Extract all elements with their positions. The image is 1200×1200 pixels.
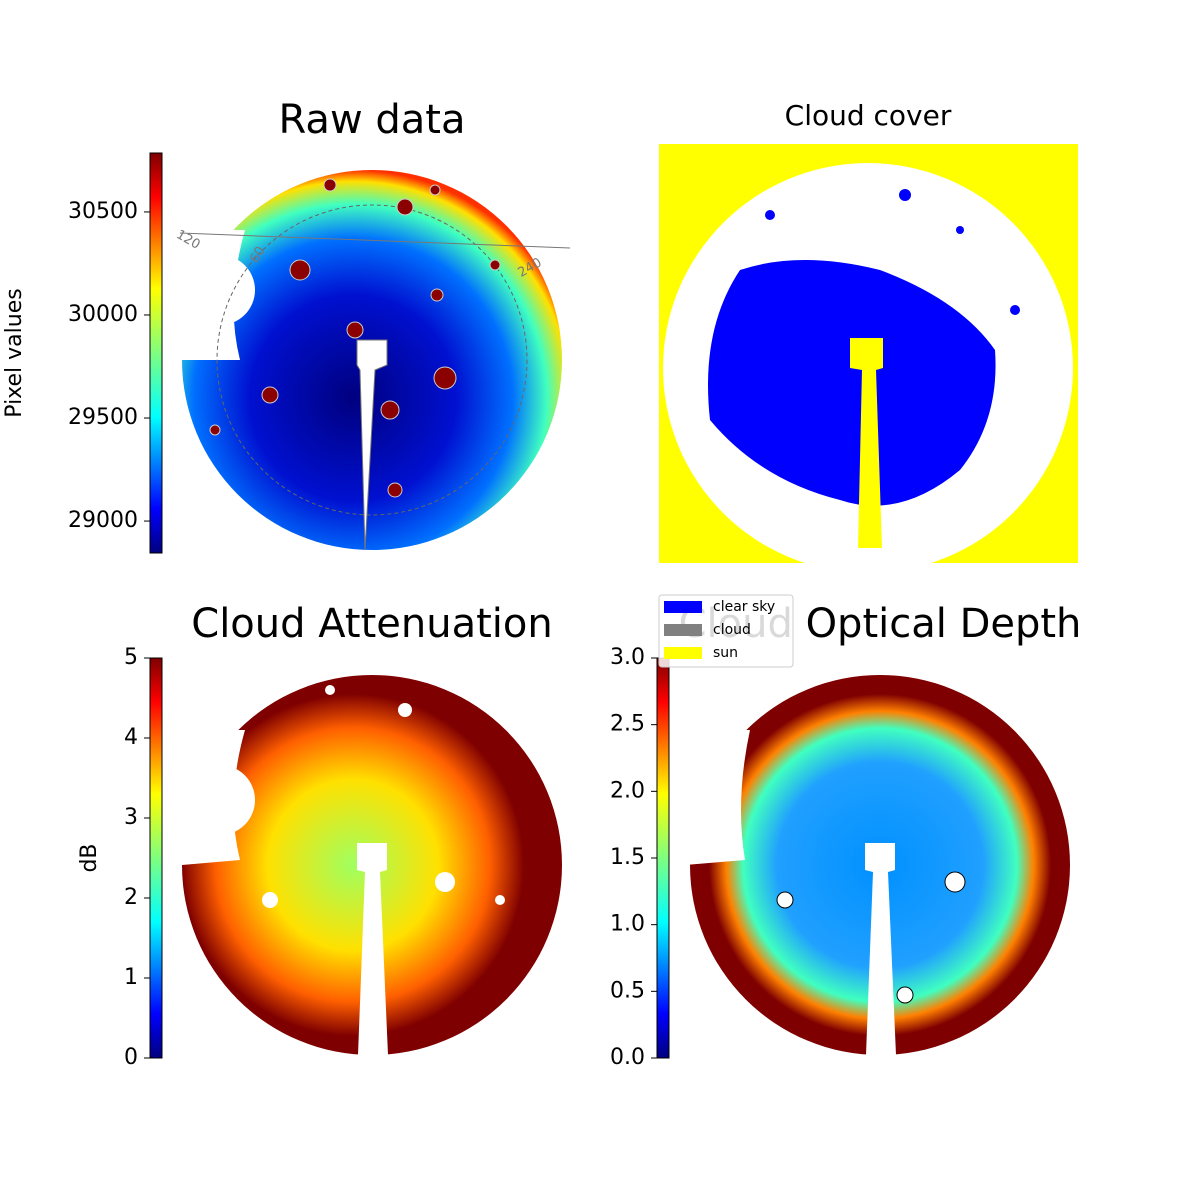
colorbar-label: dB xyxy=(77,843,102,872)
colorbar-tick-label: 5 xyxy=(124,645,138,670)
colorbar-tick-label: 4 xyxy=(124,725,138,750)
colorbar-tick-label: 1.5 xyxy=(610,845,645,870)
sky-image-cloud-cover xyxy=(659,144,1078,573)
sky-image-attenuation xyxy=(182,675,562,1055)
colorbar-tick-label: 0.5 xyxy=(610,978,645,1003)
colorbar-tick-label: 29000 xyxy=(68,508,138,533)
legend: clear sky cloud sun xyxy=(658,594,794,668)
legend-label: cloud xyxy=(713,622,751,638)
colorbar-label: Pixel values xyxy=(2,288,27,417)
panel-title: Cloud Attenuation xyxy=(191,601,552,647)
colorbar-tick-label: 3 xyxy=(124,805,138,830)
panel-title: Cloud cover xyxy=(785,99,952,132)
polar-annotation: 60 xyxy=(247,244,268,266)
colorbar xyxy=(656,657,670,1059)
colorbar-tick-label: 3.0 xyxy=(610,645,645,670)
panel-title: Raw data xyxy=(279,97,466,143)
sky-image-optical-depth xyxy=(685,675,1070,1055)
legend-swatch xyxy=(664,624,702,636)
sky-image-raw xyxy=(179,170,571,551)
legend-label: clear sky xyxy=(713,599,775,615)
colorbar-tick-label: 2.5 xyxy=(610,712,645,737)
colorbar-tick-label: 1 xyxy=(124,965,138,990)
legend-swatch xyxy=(664,601,702,613)
colorbar-tick-label: 30500 xyxy=(68,199,138,224)
colorbar xyxy=(149,657,163,1059)
colorbar xyxy=(149,152,163,554)
colorbar-tick-label: 1.0 xyxy=(610,912,645,937)
colorbar-tick-label: 30000 xyxy=(68,302,138,327)
colorbar-tick-label: 29500 xyxy=(68,405,138,430)
legend-label: sun xyxy=(713,645,738,661)
colorbar-tick-label: 2 xyxy=(124,885,138,910)
colorbar-tick-label: 0.0 xyxy=(610,1045,645,1070)
colorbar-tick-label: 2.0 xyxy=(610,778,645,803)
colorbar-tick-label: 0 xyxy=(124,1045,138,1070)
legend-swatch xyxy=(664,647,702,659)
